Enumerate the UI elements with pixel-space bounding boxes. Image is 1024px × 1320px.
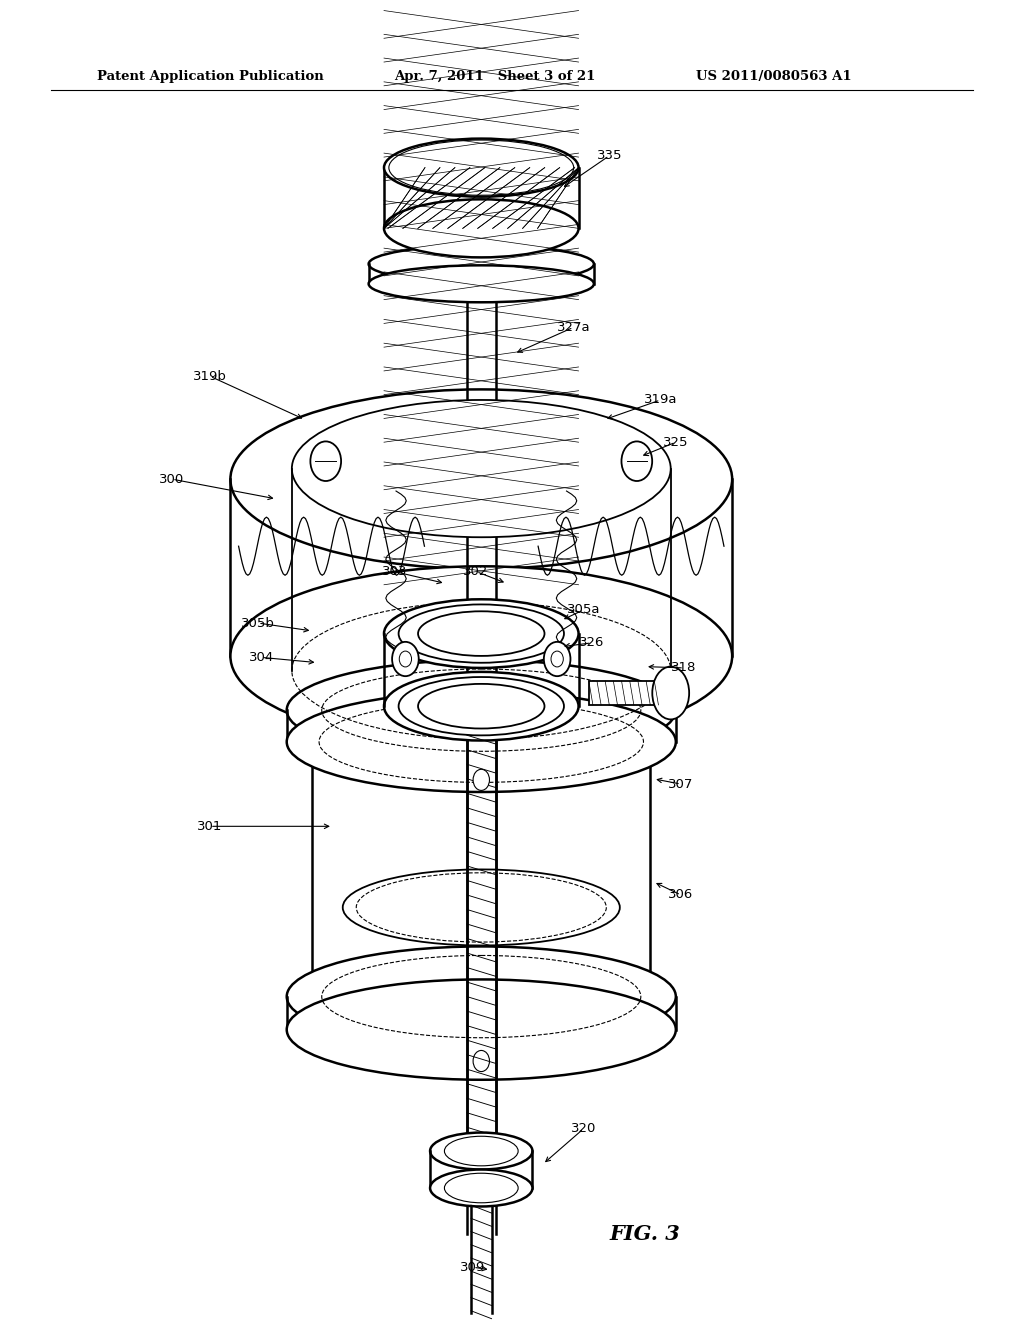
Ellipse shape: [430, 1170, 532, 1206]
Text: 335: 335: [597, 149, 622, 162]
Text: 302: 302: [464, 565, 488, 578]
Text: 326: 326: [580, 636, 604, 649]
Ellipse shape: [389, 140, 573, 195]
Ellipse shape: [418, 611, 545, 656]
Text: 304: 304: [249, 651, 273, 664]
Ellipse shape: [398, 605, 564, 663]
Ellipse shape: [444, 1137, 518, 1166]
Ellipse shape: [312, 954, 650, 1039]
Text: 320: 320: [571, 1122, 596, 1135]
Text: 325: 325: [664, 436, 688, 449]
Text: 307: 307: [669, 777, 693, 791]
Ellipse shape: [356, 873, 606, 942]
Text: 300: 300: [160, 473, 184, 486]
Text: 327a: 327a: [557, 321, 590, 334]
Text: 319a: 319a: [644, 393, 677, 407]
Circle shape: [473, 1051, 489, 1072]
Circle shape: [544, 642, 570, 676]
Text: US 2011/0080563 A1: US 2011/0080563 A1: [696, 70, 852, 83]
Ellipse shape: [384, 599, 579, 668]
Circle shape: [392, 642, 419, 676]
Ellipse shape: [444, 1173, 518, 1203]
Ellipse shape: [384, 139, 579, 197]
Ellipse shape: [287, 979, 676, 1080]
Ellipse shape: [230, 566, 732, 746]
Circle shape: [551, 651, 563, 667]
Ellipse shape: [369, 246, 594, 282]
Ellipse shape: [418, 684, 545, 729]
Ellipse shape: [369, 265, 594, 302]
Text: 319b: 319b: [193, 370, 227, 383]
Text: 309: 309: [461, 1261, 485, 1274]
Text: 306: 306: [669, 888, 693, 902]
Ellipse shape: [343, 870, 620, 945]
Text: 301: 301: [198, 820, 222, 833]
Text: FIG. 3: FIG. 3: [609, 1224, 680, 1245]
Ellipse shape: [287, 946, 676, 1047]
Ellipse shape: [652, 667, 689, 719]
Bar: [589, 681, 658, 705]
Ellipse shape: [287, 692, 676, 792]
Circle shape: [473, 770, 489, 791]
Circle shape: [310, 441, 341, 480]
Ellipse shape: [398, 677, 564, 735]
Text: 305a: 305a: [567, 603, 600, 616]
Circle shape: [622, 441, 652, 480]
Ellipse shape: [430, 1133, 532, 1170]
Text: 318: 318: [672, 661, 696, 675]
Ellipse shape: [230, 389, 732, 569]
Text: Patent Application Publication: Patent Application Publication: [97, 70, 324, 83]
Ellipse shape: [292, 400, 671, 537]
Text: Apr. 7, 2011   Sheet 3 of 21: Apr. 7, 2011 Sheet 3 of 21: [394, 70, 596, 83]
Ellipse shape: [384, 672, 579, 741]
Text: 303: 303: [382, 565, 407, 578]
Ellipse shape: [312, 700, 650, 784]
Text: 305b: 305b: [241, 616, 275, 630]
Ellipse shape: [384, 199, 579, 257]
Ellipse shape: [287, 660, 676, 760]
Circle shape: [399, 651, 412, 667]
